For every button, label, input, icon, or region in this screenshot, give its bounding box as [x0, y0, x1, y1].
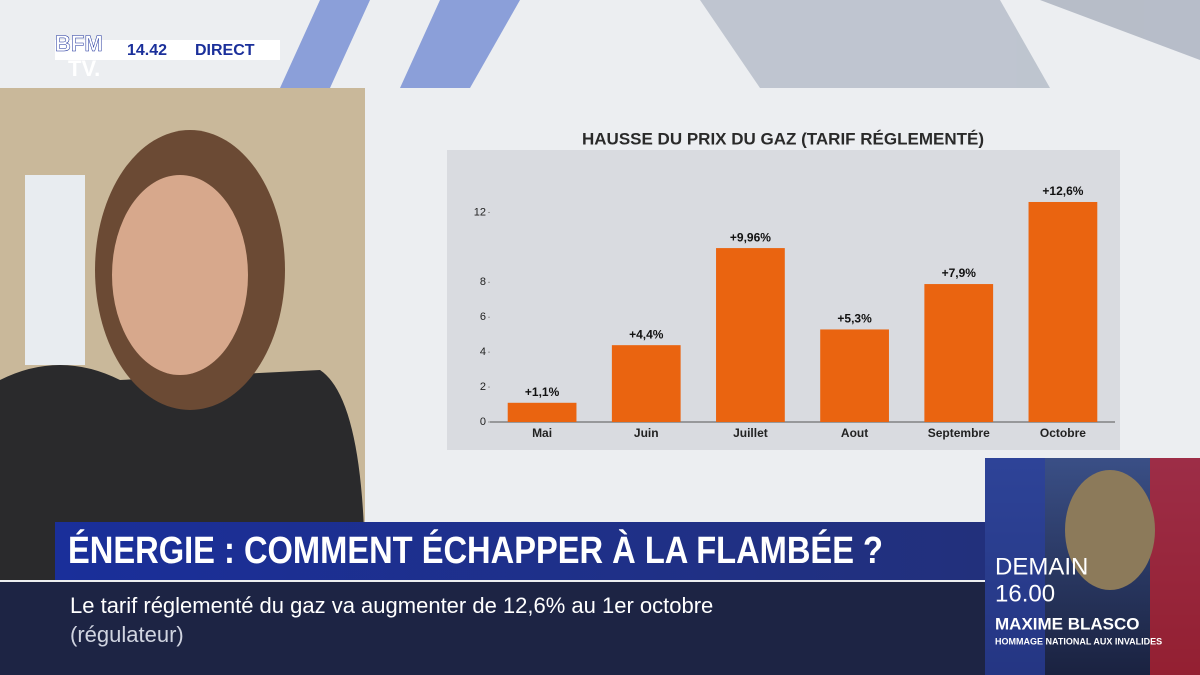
y-tick-label: 12 — [474, 206, 486, 218]
promo-portrait — [1065, 470, 1155, 590]
value-label: +4,4% — [629, 327, 664, 341]
value-label: +12,6% — [1042, 184, 1083, 198]
promo-day: DEMAIN — [995, 553, 1088, 580]
bar — [716, 248, 785, 422]
bg-stripes — [280, 0, 1200, 88]
value-label: +9,96% — [730, 230, 771, 244]
bar — [924, 284, 994, 422]
value-label: +7,9% — [942, 266, 977, 280]
flag-blue — [985, 458, 1045, 675]
logo-top: BFM — [55, 31, 103, 56]
bar — [1028, 201, 1098, 422]
headline-bar — [55, 522, 985, 580]
ticker-text: Le tarif réglementé du gaz va augmenter … — [70, 593, 713, 618]
chart: 0 2 4 6 8 12 Mai +1,1% Juin +4,4% Juillet +9,96% Aou… — [474, 184, 1115, 440]
x-tick-label: Octobre — [1040, 426, 1086, 440]
ticker-source: (régulateur) — [70, 622, 184, 647]
y-tick-label: 4 — [480, 346, 486, 358]
value-label: +5,3% — [837, 312, 872, 326]
x-tick-label: Juillet — [733, 426, 768, 440]
promo-subtitle: HOMMAGE NATIONAL AUX INVALIDES — [995, 636, 1162, 646]
y-tick-label: 8 — [480, 276, 486, 288]
promo-time: 16.00 — [995, 580, 1055, 607]
value-label: +1,1% — [525, 385, 560, 399]
channel-bar — [55, 40, 280, 60]
bar — [507, 402, 577, 422]
x-tick-label: Septembre — [928, 426, 990, 440]
x-tick-label: Aout — [841, 426, 868, 440]
person-face — [112, 175, 248, 375]
headline: ÉNERGIE : COMMENT ÉCHAPPER À LA FLAMBÉE … — [68, 528, 883, 572]
x-tick-label: Mai — [532, 426, 552, 440]
bar — [611, 345, 681, 422]
y-tick-label: 6 — [480, 311, 486, 323]
y-tick-label: 0 — [480, 416, 486, 428]
bar — [820, 329, 889, 422]
live-status: DIRECT — [195, 42, 255, 59]
promo-name: MAXIME BLASCO — [995, 614, 1140, 633]
x-tick-label: Juin — [634, 426, 659, 440]
flag-red — [1150, 458, 1200, 675]
y-tick-label: 2 — [480, 381, 486, 393]
logo-bottom: TV. — [68, 56, 100, 81]
poster — [25, 175, 85, 365]
chart-title: HAUSSE DU PRIX DU GAZ (TARIF RÉGLEMENTÉ) — [582, 129, 984, 148]
ticker-bar — [0, 582, 985, 675]
clock: 14.42 — [127, 42, 167, 59]
